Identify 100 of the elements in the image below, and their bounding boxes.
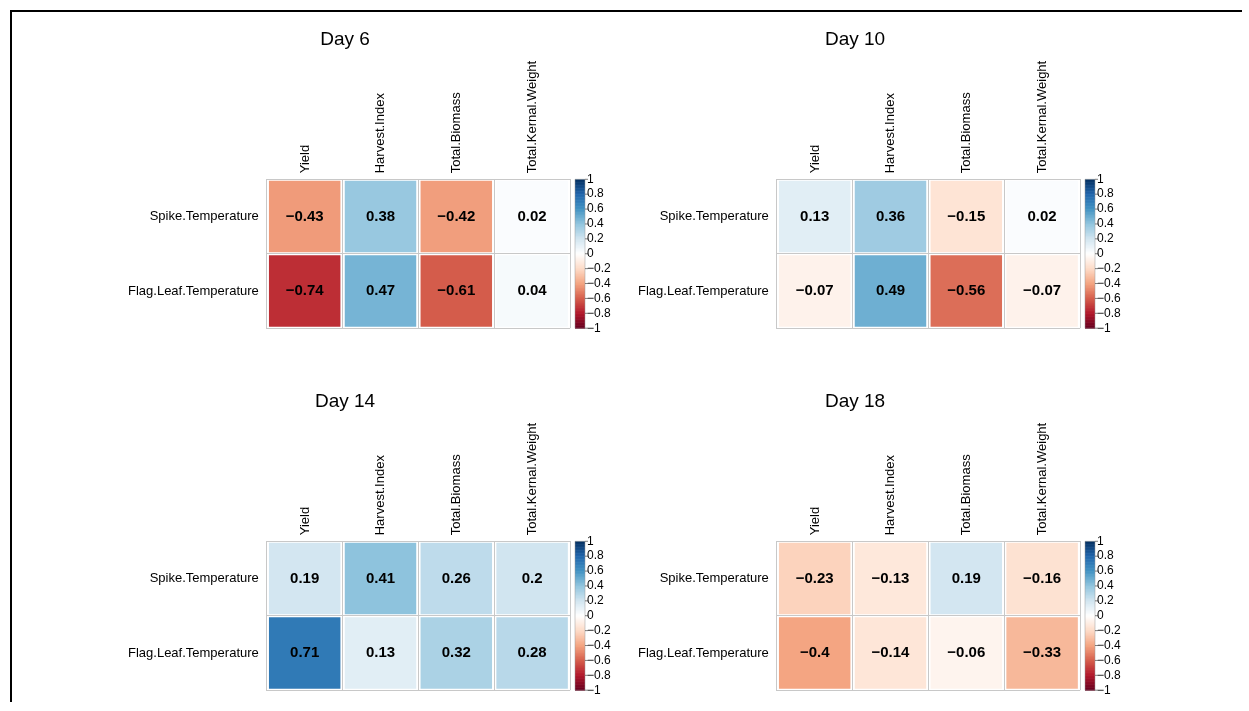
color-bar-label: 1 (1097, 533, 1104, 548)
y-tick-label: Flag.Leaf.Temperature (128, 282, 259, 298)
color-bar-label: 0.2 (1097, 593, 1115, 608)
data-label: 0.04 (517, 281, 548, 299)
x-tick-label: Harvest.Index (372, 454, 388, 536)
data-label: −0.06 (947, 643, 986, 661)
color-bar-label: 0.6 (587, 563, 605, 578)
y-tick-label: Flag.Leaf.Temperature (128, 644, 259, 660)
color-bar-label: 0 (1097, 608, 1104, 623)
x-tick-label: Yield (806, 144, 822, 174)
chart-title: Day 14 (314, 389, 376, 411)
x-tick-label: Yield (806, 506, 822, 536)
color-bar-label: −0.8 (1097, 667, 1122, 682)
color-bar-label: 0.4 (1097, 578, 1115, 593)
x-tick-label: Total.Biomass (958, 453, 974, 536)
data-label: −0.61 (437, 281, 476, 299)
color-bar-label: 1 (587, 533, 594, 548)
color-bar-label: 0 (587, 246, 594, 261)
data-label: 0.13 (800, 206, 830, 224)
data-label: 0.32 (441, 643, 471, 661)
y-tick-label: Spike.Temperature (659, 208, 769, 224)
color-bar-label: −0.2 (587, 260, 612, 275)
data-label: −0.33 (1023, 643, 1062, 661)
x-tick-label: Harvest.Index (882, 92, 898, 174)
data-label: 0.19 (290, 568, 320, 586)
data-label: −0.13 (871, 568, 910, 586)
color-bar-label: −0.2 (587, 622, 612, 637)
x-tick-label: Total.Biomass (448, 91, 464, 174)
color-bar-label: 0.2 (587, 593, 605, 608)
x-tick-label: Yield (296, 506, 312, 536)
data-label: −0.07 (795, 281, 834, 299)
color-bar-label: −0.6 (1097, 290, 1122, 305)
data-label: 0.02 (1027, 206, 1057, 224)
color-bar-label: −0.6 (587, 290, 612, 305)
data-label: −0.74 (285, 281, 325, 299)
color-bar-label: 0 (587, 608, 594, 623)
x-tick-label: Harvest.Index (882, 454, 898, 536)
x-tick-label: Total.Kernal.Weight (524, 60, 540, 174)
color-bar-label: 0.4 (587, 578, 605, 593)
color-bar-label: −0.6 (1097, 652, 1122, 667)
color-bar-label: 0.4 (1097, 216, 1115, 231)
data-label: 0.36 (875, 206, 906, 224)
color-bar-label: 0.6 (587, 201, 605, 216)
color-bar-label: 0.2 (1097, 231, 1115, 246)
color-bar-label: −0.4 (587, 637, 612, 652)
x-tick-label: Total.Biomass (448, 453, 464, 536)
data-label: −0.4 (799, 643, 831, 661)
x-tick-label: Yield (296, 144, 312, 174)
y-tick-label: Spike.Temperature (659, 570, 769, 586)
color-bar-label: 0.6 (1097, 563, 1115, 578)
color-bar-label: 0.2 (587, 231, 605, 246)
x-tick-label: Harvest.Index (372, 92, 388, 174)
data-label: 0.49 (875, 281, 906, 299)
color-bar-label: 0.4 (587, 216, 605, 231)
color-bar-label: −0.4 (1097, 275, 1122, 290)
x-tick-label: Total.Kernal.Weight (524, 422, 540, 536)
color-bar-label: 0.8 (587, 548, 605, 563)
data-label: −0.15 (947, 206, 986, 224)
data-label: −0.43 (285, 206, 324, 224)
color-bar-label: −0.8 (587, 667, 612, 682)
data-label: −0.14 (871, 643, 911, 661)
color-bar-label: 1 (1097, 171, 1104, 186)
color-bar-label: 0.6 (1097, 201, 1115, 216)
color-bar-label: −0.6 (587, 652, 612, 667)
color-bar-label: −1 (587, 320, 602, 335)
data-label: 0.41 (365, 568, 396, 586)
chart-title: Day 6 (320, 27, 370, 49)
x-tick-label: Total.Biomass (958, 91, 974, 174)
color-bar-label: −1 (1097, 682, 1112, 697)
data-label: −0.56 (947, 281, 986, 299)
color-bar-label: 0.8 (1097, 186, 1115, 201)
data-label: 0.13 (365, 643, 396, 661)
color-bar-label: −0.2 (1097, 260, 1122, 275)
data-label: −0.07 (1023, 281, 1062, 299)
color-bar-label: −0.4 (587, 275, 612, 290)
color-bar-label: 0.8 (1097, 548, 1115, 563)
y-tick-label: Flag.Leaf.Temperature (638, 282, 769, 298)
color-bar-label: 0.8 (587, 186, 605, 201)
data-label: 0.71 (290, 643, 320, 661)
color-bar-label: 0 (1097, 246, 1104, 261)
chart-title: Day 10 (824, 27, 886, 49)
x-tick-label: Total.Kernal.Weight (1034, 422, 1050, 536)
color-bar-label: 1 (587, 171, 594, 186)
data-label: 0.19 (951, 568, 981, 586)
color-bar-label: −0.2 (1097, 622, 1122, 637)
data-label: 0.2 (521, 568, 543, 586)
y-tick-label: Flag.Leaf.Temperature (638, 644, 769, 660)
data-label: 0.47 (365, 281, 396, 299)
x-tick-label: Total.Kernal.Weight (1034, 60, 1050, 174)
y-tick-label: Spike.Temperature (149, 208, 259, 224)
data-label: 0.38 (365, 206, 396, 224)
chart-title: Day 18 (824, 389, 886, 411)
color-bar-label: −0.8 (587, 305, 612, 320)
data-label: 0.28 (517, 643, 547, 661)
color-bar-label: −1 (1097, 320, 1112, 335)
data-label: 0.26 (441, 568, 471, 586)
color-bar-label: −0.4 (1097, 637, 1122, 652)
y-tick-label: Spike.Temperature (149, 570, 259, 586)
color-bar-label: −1 (587, 682, 602, 697)
data-label: 0.02 (517, 206, 547, 224)
